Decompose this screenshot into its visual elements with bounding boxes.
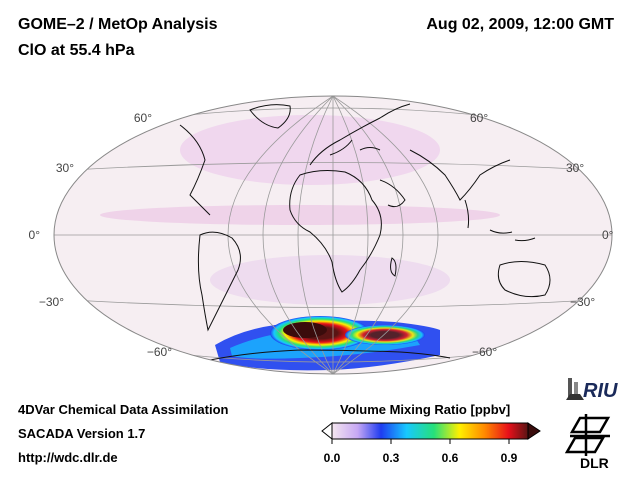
colorbar-tick-3: 0.9	[500, 451, 518, 465]
riu-logo-text: RIU	[583, 380, 618, 402]
africa-outline	[289, 170, 382, 293]
coastlines	[179, 103, 551, 361]
lat-label-left-minus30: −30°	[39, 295, 64, 309]
colorbar-min-arrow	[321, 421, 333, 441]
colorbar-tick-1: 0.3	[382, 451, 400, 465]
map-title: GOME–2 / MetOp Analysis	[18, 16, 218, 33]
clo-field	[100, 115, 500, 371]
dlr-logo: DLR	[564, 414, 611, 471]
colorbar-gradient	[331, 422, 529, 440]
lat-labels: 60° 30° 0° −30° −60° 60° 30° 0° −30° −60…	[29, 111, 614, 359]
australia-outline	[497, 261, 551, 298]
lat-label-right-minus60: −60°	[472, 345, 497, 359]
lat-label-right-minus30: −30°	[570, 295, 595, 309]
map-datetime: Aug 02, 2009, 12:00 GMT	[426, 16, 614, 33]
colorbar	[321, 421, 541, 444]
map-subtitle: ClO at 55.4 hPa	[18, 42, 135, 59]
colorbar-tick-0: 0.0	[323, 451, 341, 465]
colorbar-max-arrow	[527, 422, 541, 440]
lat-label-right-60: 60°	[470, 111, 488, 125]
antarctica-outline	[209, 349, 451, 361]
lat-label-right-0: 0°	[602, 228, 614, 242]
lat-label-left-0: 0°	[29, 228, 41, 242]
greenland-outline	[249, 104, 291, 129]
graticule	[54, 96, 612, 374]
footer-line-method: 4DVar Chemical Data Assimilation	[18, 402, 229, 417]
footer-link-url[interactable]: http://wdc.dlr.de	[18, 450, 118, 465]
lat-label-left-60: 60°	[134, 111, 152, 125]
footer-line-version: SACADA Version 1.7	[18, 426, 146, 441]
colorbar-tick-2: 0.6	[441, 451, 459, 465]
riu-logo: RIU	[566, 378, 618, 402]
dlr-logo-text: DLR	[580, 455, 609, 471]
lat-label-right-30: 30°	[566, 161, 584, 175]
lat-label-left-minus60: −60°	[147, 345, 172, 359]
map-outline	[53, 95, 613, 375]
lat-label-left-30: 30°	[56, 161, 74, 175]
south-america-outline	[197, 231, 241, 332]
colorbar-title: Volume Mixing Ratio [ppbv]	[340, 402, 511, 417]
